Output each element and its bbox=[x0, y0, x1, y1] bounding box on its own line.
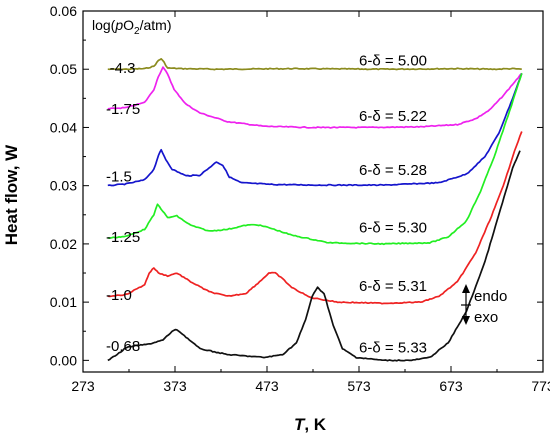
series-labels: -4.3 6-δ = 5.00 -1.75 6-δ = 5.22 -1.5 6-δ = 5… bbox=[106, 52, 427, 356]
series-composition-label: 6-δ = 5.00 bbox=[359, 52, 427, 69]
x-tick-label: 473 bbox=[255, 378, 279, 394]
axes bbox=[82, 10, 544, 373]
x-tick-label: 273 bbox=[71, 378, 95, 394]
endo-exo-indicator: endo exo bbox=[461, 284, 507, 326]
series-line--1.0 bbox=[107, 131, 523, 305]
legend-title: log(pO2/atm) bbox=[92, 17, 172, 37]
series-composition-label: 6-δ = 5.22 bbox=[359, 108, 427, 125]
endo-label: endo bbox=[474, 288, 507, 305]
y-tick-label: 0.02 bbox=[50, 236, 77, 252]
x-tick-label: 573 bbox=[347, 378, 371, 394]
exo-label: exo bbox=[474, 309, 498, 326]
y-tick-label: 0.04 bbox=[50, 119, 77, 135]
series-pO2-label: -1.25 bbox=[106, 229, 140, 246]
series-pO2-label: -4.3 bbox=[110, 60, 136, 77]
series-pO2-label: -1.75 bbox=[106, 101, 140, 118]
series-line--1.25 bbox=[107, 73, 523, 246]
series-line--1.75 bbox=[107, 66, 523, 129]
tick-labels: 273 373 473 573 673 773 0.00 0.01 0.02 0.03 0.04 0.… bbox=[50, 3, 550, 394]
series-composition-label: 6-δ = 5.33 bbox=[359, 340, 427, 357]
series-pO2-label: -1.0 bbox=[106, 287, 132, 304]
series-line--0.68 bbox=[107, 150, 521, 362]
series-line--1.5 bbox=[107, 73, 523, 187]
y-tick-label: 0.01 bbox=[50, 294, 77, 310]
plot-area bbox=[107, 58, 523, 362]
series-composition-label: 6-δ = 5.28 bbox=[359, 162, 427, 179]
series-pO2-label: -0.68 bbox=[106, 338, 140, 355]
y-tick-label: 0.03 bbox=[50, 178, 77, 194]
series-composition-label: 6-δ = 5.30 bbox=[359, 220, 427, 237]
x-axis-title: T, K bbox=[294, 415, 327, 434]
endo-arrow-head bbox=[462, 284, 470, 293]
series-composition-label: 6-δ = 5.31 bbox=[359, 278, 427, 295]
y-axis-title: Heat flow, W bbox=[2, 144, 21, 245]
series-pO2-label: -1.5 bbox=[106, 168, 132, 185]
y-tick-label: 0.05 bbox=[50, 61, 77, 77]
x-tick-label: 673 bbox=[439, 378, 463, 394]
exo-arrow-head bbox=[462, 316, 470, 325]
x-tick-label: 773 bbox=[531, 378, 550, 394]
series-line--4.3 bbox=[107, 58, 522, 71]
y-tick-label: 0.00 bbox=[50, 352, 77, 368]
y-tick-label: 0.06 bbox=[50, 3, 77, 19]
x-tick-label: 373 bbox=[163, 378, 187, 394]
